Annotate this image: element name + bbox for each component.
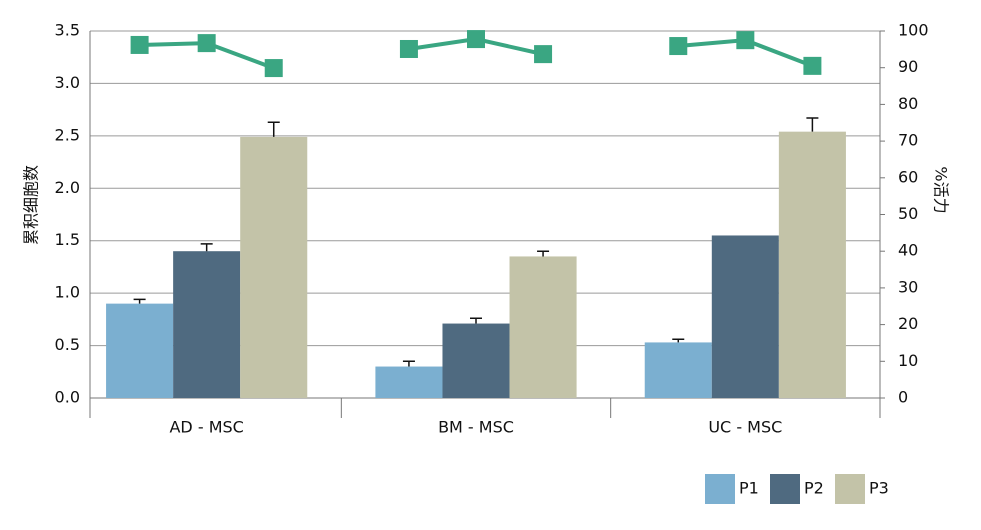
y2-axis-label: %活力 bbox=[932, 166, 951, 213]
y2-tick-label: 20 bbox=[898, 314, 918, 333]
y2-tick-label: 70 bbox=[898, 131, 918, 150]
legend-label: P2 bbox=[804, 479, 824, 498]
viability-marker bbox=[197, 34, 216, 53]
legend-label: P1 bbox=[739, 479, 759, 498]
y-axis-label: 累积细胞数 bbox=[22, 165, 41, 245]
y2-tick-label: 60 bbox=[898, 167, 918, 186]
y2-tick-label: 100 bbox=[898, 21, 929, 40]
y2-tick-label: 50 bbox=[898, 204, 918, 223]
viability-marker bbox=[399, 39, 418, 58]
y-tick-label: 1.5 bbox=[55, 230, 80, 249]
error-bar bbox=[402, 360, 415, 367]
y-tick-label: 0.0 bbox=[55, 388, 80, 407]
y2-tick-label: 80 bbox=[898, 94, 918, 113]
bar bbox=[442, 323, 510, 398]
legend-swatch bbox=[770, 474, 800, 504]
bar bbox=[644, 342, 712, 398]
viability-marker bbox=[130, 35, 149, 54]
error-bar bbox=[200, 243, 213, 252]
error-bar bbox=[267, 121, 280, 137]
y2-tick-label: 10 bbox=[898, 351, 918, 370]
bar bbox=[106, 303, 174, 398]
viability-marker bbox=[467, 30, 485, 49]
error-bar bbox=[806, 117, 819, 132]
legend-swatch bbox=[835, 474, 865, 504]
y-tick-label: 3.5 bbox=[55, 21, 80, 40]
y2-tick-label: 30 bbox=[898, 277, 918, 296]
y2-tick-label: 40 bbox=[898, 241, 918, 260]
x-tick-label: AD - MSC bbox=[169, 418, 243, 437]
y-tick-label: 3.0 bbox=[55, 73, 80, 92]
y2-tick-label: 0 bbox=[898, 388, 908, 407]
viability-marker bbox=[669, 37, 688, 56]
x-tick-label: UC - MSC bbox=[708, 418, 782, 437]
legend-label: P3 bbox=[869, 479, 889, 498]
error-bar bbox=[537, 250, 550, 257]
bar bbox=[375, 366, 443, 398]
y-tick-label: 1.0 bbox=[55, 283, 80, 302]
error-bar bbox=[672, 338, 685, 343]
bar bbox=[778, 131, 846, 399]
viability-marker bbox=[736, 31, 755, 50]
bar bbox=[173, 251, 241, 398]
bar bbox=[509, 256, 577, 398]
x-tick-label: BM - MSC bbox=[438, 418, 514, 437]
legend-swatch bbox=[705, 474, 735, 504]
y-tick-label: 2.0 bbox=[55, 178, 80, 197]
y-tick-label: 2.5 bbox=[55, 125, 80, 144]
y2-tick-label: 90 bbox=[898, 57, 918, 76]
viability-marker bbox=[803, 56, 822, 75]
error-bar bbox=[470, 317, 482, 324]
error-bar bbox=[133, 298, 146, 304]
bar bbox=[711, 235, 779, 398]
bar bbox=[240, 136, 308, 399]
viability-marker bbox=[264, 59, 283, 78]
y-tick-label: 0.5 bbox=[55, 335, 80, 354]
viability-marker bbox=[534, 45, 553, 64]
